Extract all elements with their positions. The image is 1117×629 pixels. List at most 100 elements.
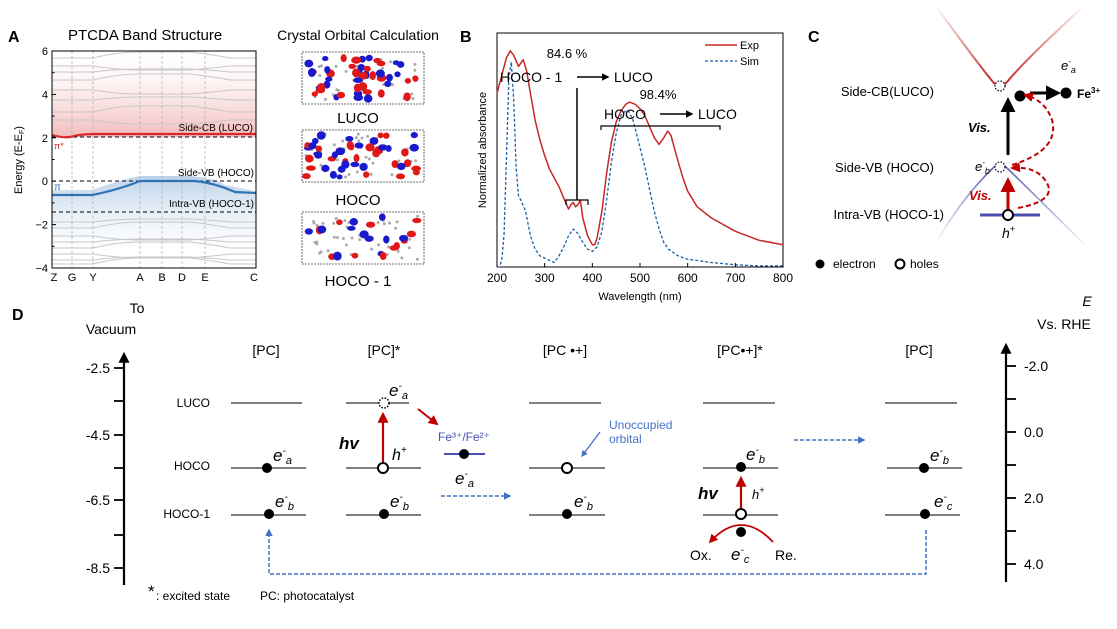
band-y-ticks: 6 4 2 0 −2 −4	[35, 46, 56, 275]
electron-b-pc-excited	[379, 509, 389, 519]
state-pc-radical-cation: [PC •+]	[543, 342, 587, 358]
hole-hoco-pc-excited	[377, 462, 389, 474]
legend-hole-label: holes	[910, 257, 939, 271]
unoccupied-label-1: Unoccupied	[609, 418, 672, 432]
orbital-hoco-1-image	[301, 211, 425, 265]
electron-c-pc2	[920, 509, 930, 519]
left-axis-title-to: To	[130, 300, 145, 316]
orbital-panel: Crystal Orbital Calculation LUCO HOCO HO…	[277, 27, 439, 290]
vb-curve-right	[1006, 167, 1091, 251]
e-b-label-pc1: e-b	[275, 492, 294, 513]
electron-transfer-arrow	[417, 408, 439, 426]
grey-band-line	[52, 235, 256, 241]
annotation-luco-2: LUCO	[698, 106, 737, 122]
right-axis-ticks: -2.0 0.0 2.0 4.0	[1006, 358, 1048, 572]
electron-cb	[1014, 90, 1026, 102]
band-structure-title: PTCDA Band Structure	[68, 27, 222, 44]
cb-curve-left	[934, 4, 994, 83]
electron-b-pc2	[919, 463, 929, 473]
vb-band	[52, 179, 257, 197]
band-x-tick-label: D	[178, 272, 186, 284]
left-axis-ticks: -2.5 -4.5 -6.5 -8.5	[86, 360, 124, 576]
spectrum-x-label: Wavelength (nm)	[598, 291, 681, 303]
vacated-state-vb	[994, 161, 1006, 173]
d-label-hoco: HOCO	[174, 459, 210, 473]
hv-label-2: hv	[698, 484, 719, 503]
band-y-label: Energy (E-EF)	[13, 126, 26, 194]
left-axis-tick-label: -8.5	[86, 560, 110, 576]
spectrum-x-ticks: 200 300 400 500 600 700 800	[487, 263, 793, 285]
footnote-excited: : excited state	[156, 589, 230, 603]
orbital-luco-image	[301, 51, 425, 105]
footnote-pc: PC: photocatalyst	[260, 589, 355, 603]
redox-curved-arrow	[708, 524, 774, 544]
grey-band-line	[52, 257, 256, 265]
e-b-label-pc-cation-excited: e-b	[746, 445, 765, 466]
legend-electron-icon	[815, 259, 825, 269]
e-b-label-pc-excited: e-b	[390, 492, 409, 513]
annotation-hoco: HOCO	[604, 106, 646, 122]
band-y-tick-label: 0	[42, 176, 48, 188]
band-y-tick-label: 6	[42, 46, 48, 58]
e-b-label: e-b	[975, 158, 990, 176]
annotation-luco-1: LUCO	[614, 69, 653, 85]
e-a-label-pc1: e-a	[273, 446, 292, 467]
e-a-label-fe: e-a	[455, 469, 474, 490]
vacated-state-cb	[994, 80, 1006, 92]
fe3-label: Fe3+	[1077, 86, 1100, 101]
state-pc-excited: [PC]*	[368, 342, 401, 358]
right-axis-title-e: E	[1082, 293, 1092, 309]
right-axis-tick-label: 2.0	[1024, 490, 1044, 506]
ox-label: Ox.	[690, 547, 712, 563]
grey-band-line	[52, 96, 256, 101]
unoccupied-label-2: orbital	[609, 432, 642, 446]
left-axis-title-vacuum: Vacuum	[86, 321, 136, 337]
spectrum-x-tick-label: 600	[678, 271, 698, 285]
orbital-label-luco: LUCO	[337, 110, 379, 127]
band-x-tick-label: B	[158, 272, 165, 284]
spectrum-lines	[496, 50, 784, 268]
right-axis-tick-label: 0.0	[1024, 424, 1044, 440]
right-axis-tick-label: -2.0	[1024, 358, 1048, 374]
grey-band-line	[52, 221, 256, 229]
series-line-sim	[497, 61, 783, 268]
electron-c-donor	[736, 527, 746, 537]
grey-band-line	[52, 105, 256, 113]
label-pi-star: π*	[54, 141, 64, 151]
hole-intra-vb	[1002, 209, 1014, 221]
electron-a-pc1	[262, 463, 272, 473]
unoccupied-pointer-arrow	[581, 431, 601, 458]
cycle-return-arrow	[265, 528, 927, 575]
band-x-tick-label: Y	[89, 272, 97, 284]
e-b-label-pc-cation: e-b	[574, 492, 593, 513]
d-label-hoco-1: HOCO-1	[163, 507, 210, 521]
electron-fe	[1060, 87, 1072, 99]
kpoint-lines	[71, 51, 206, 268]
panel-c-letter: C	[808, 29, 820, 46]
h-plus-label-2: h+	[752, 485, 765, 502]
grey-band-line	[52, 119, 256, 125]
footnote-star: *	[148, 582, 155, 601]
spectrum-x-tick-label: 300	[535, 271, 555, 285]
grey-band-line	[52, 73, 256, 81]
re-label: Re.	[775, 547, 797, 563]
right-axis-tick-label: 4.0	[1024, 556, 1044, 572]
e-c-label-donor: e-c	[731, 545, 750, 566]
c-label-side-cb: Side-CB(LUCO)	[841, 84, 934, 99]
legend-electron-label: electron	[833, 257, 876, 271]
label-intra-vb: Intra-VB (HOCO-1)	[169, 199, 254, 210]
grey-band-line	[52, 89, 256, 95]
annotation-98-pct: 98.4%	[640, 87, 677, 102]
cb-curve-right	[1006, 4, 1086, 83]
spectrum-x-tick-label: 800	[773, 271, 793, 285]
annotation-hoco-1: HOCO - 1	[500, 69, 562, 85]
panel-b-letter: B	[460, 29, 472, 46]
band-x-tick-label: G	[68, 272, 77, 284]
legend-hole-icon	[894, 258, 906, 270]
cb-band	[51, 132, 256, 139]
orbital-title: Crystal Orbital Calculation	[277, 27, 439, 43]
grey-band-line	[52, 241, 256, 249]
spectrum-x-tick-label: 200	[487, 271, 507, 285]
